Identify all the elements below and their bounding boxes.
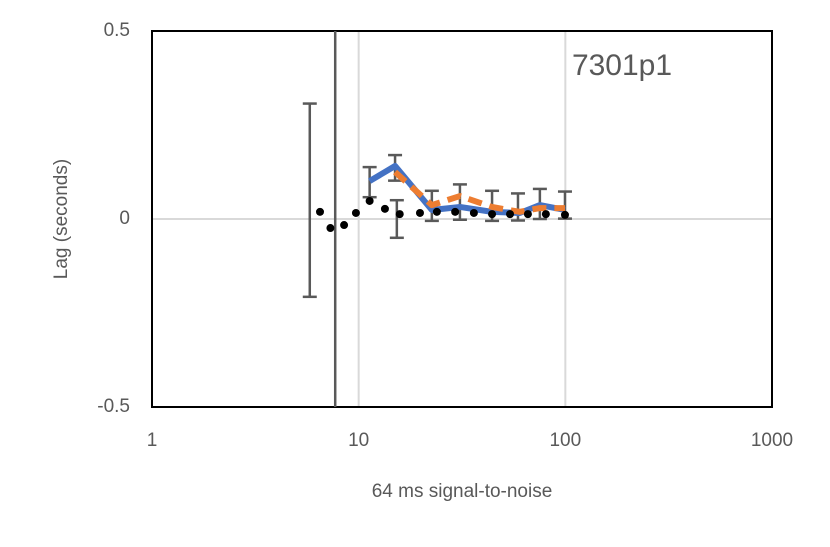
dot <box>523 210 532 219</box>
x-tick-label: 1000 <box>751 430 793 451</box>
dot <box>469 208 478 217</box>
plot-border <box>151 30 773 408</box>
dot <box>351 208 360 217</box>
dot <box>506 210 515 219</box>
dot <box>340 221 349 230</box>
dot <box>365 196 374 205</box>
x-tick-label: 10 <box>348 430 369 451</box>
dot <box>380 204 389 213</box>
x-tick-label: 100 <box>549 430 581 451</box>
dot <box>451 207 460 216</box>
dot <box>316 207 325 216</box>
dot <box>541 210 550 219</box>
annotation: 7301p1 <box>572 49 672 82</box>
dot <box>415 208 424 217</box>
x-axis-label: 64 ms signal-to-noise <box>372 481 553 502</box>
y-tick-label: -0.5 <box>97 396 130 417</box>
dot <box>326 224 335 233</box>
x-tick-label: 1 <box>147 430 158 451</box>
y-tick-label: 0 <box>119 208 130 229</box>
dot <box>560 210 569 219</box>
y-tick-label: 0.5 <box>104 20 130 41</box>
y-axis-label: Lag (seconds) <box>51 159 72 279</box>
dot <box>432 207 441 216</box>
dot <box>395 210 404 219</box>
dashed-line <box>393 169 565 215</box>
dot <box>488 210 497 219</box>
